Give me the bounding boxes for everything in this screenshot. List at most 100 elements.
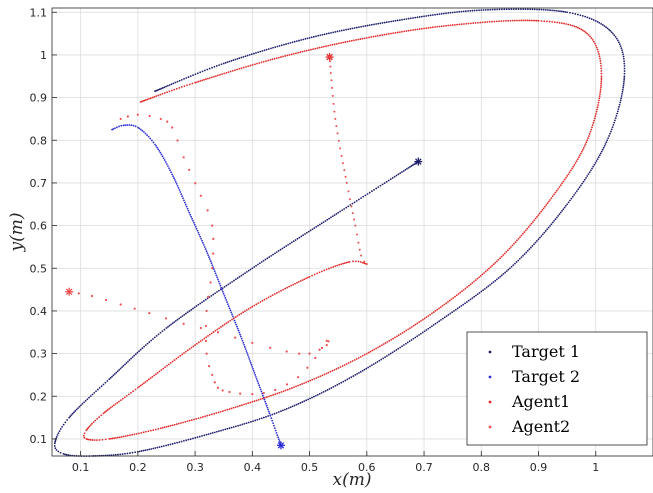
data-point xyxy=(266,405,268,407)
data-point xyxy=(266,49,268,51)
data-point xyxy=(478,276,480,278)
legend-marker xyxy=(489,376,492,379)
data-point xyxy=(151,140,153,142)
data-point xyxy=(105,299,107,301)
data-point xyxy=(317,35,319,37)
data-point xyxy=(169,84,171,86)
data-point xyxy=(489,21,491,23)
data-point xyxy=(470,283,472,285)
data-point xyxy=(274,427,276,429)
data-point xyxy=(79,406,81,408)
data-point xyxy=(194,306,196,308)
data-point xyxy=(568,173,570,175)
data-point xyxy=(311,397,313,399)
data-point xyxy=(122,453,124,455)
data-point xyxy=(259,51,261,53)
data-point xyxy=(254,374,256,376)
data-point xyxy=(545,230,547,232)
data-point xyxy=(162,93,164,95)
data-point xyxy=(551,21,553,23)
x-tick-label: 0.4 xyxy=(244,461,262,474)
data-point xyxy=(177,356,179,358)
data-point xyxy=(543,20,545,22)
data-point xyxy=(608,135,610,137)
data-point xyxy=(179,355,181,357)
data-point xyxy=(140,432,142,434)
data-point xyxy=(422,319,424,321)
data-point xyxy=(373,363,375,365)
data-point xyxy=(272,58,274,60)
data-point xyxy=(96,418,98,420)
data-point xyxy=(170,171,172,173)
data-point xyxy=(187,311,189,313)
data-point xyxy=(226,285,228,287)
data-point xyxy=(348,362,350,364)
data-point xyxy=(160,118,162,120)
data-point xyxy=(353,39,355,41)
data-point xyxy=(209,334,211,336)
data-point xyxy=(321,46,323,48)
data-point xyxy=(246,352,248,354)
data-point xyxy=(494,9,496,11)
data-point xyxy=(203,434,205,436)
data-point xyxy=(152,429,154,431)
data-point xyxy=(503,20,505,22)
data-point xyxy=(212,294,214,296)
data-point xyxy=(128,393,130,395)
data-point xyxy=(584,16,586,18)
data-point xyxy=(456,11,458,13)
data-point xyxy=(145,133,147,135)
data-point xyxy=(461,23,463,25)
data-point xyxy=(223,63,225,65)
data-point xyxy=(177,319,179,321)
data-point xyxy=(340,263,342,265)
data-point xyxy=(258,384,260,386)
data-point xyxy=(591,126,593,128)
data-point xyxy=(553,194,555,196)
data-point xyxy=(327,45,329,47)
data-point xyxy=(184,421,186,423)
data-point xyxy=(291,387,293,389)
data-point xyxy=(209,68,211,70)
data-point xyxy=(189,84,191,86)
data-point xyxy=(156,335,158,337)
data-point xyxy=(164,329,166,331)
data-point xyxy=(285,245,287,247)
data-point xyxy=(623,60,625,62)
data-point xyxy=(347,261,349,263)
data-point xyxy=(229,282,231,284)
data-point xyxy=(266,257,268,259)
data-point xyxy=(506,270,508,272)
x-tick-label: 0.2 xyxy=(129,461,147,474)
data-point xyxy=(100,414,102,416)
data-point xyxy=(448,314,450,316)
data-point xyxy=(399,19,401,21)
data-point xyxy=(359,38,361,40)
data-point xyxy=(579,28,581,30)
data-point xyxy=(148,312,150,314)
data-point xyxy=(239,424,241,426)
data-point xyxy=(416,322,418,324)
data-point xyxy=(54,441,56,443)
data-point xyxy=(85,400,87,402)
data-point xyxy=(317,47,319,49)
data-point xyxy=(612,33,614,35)
data-point xyxy=(349,261,351,263)
data-point xyxy=(167,85,169,87)
data-point xyxy=(225,72,227,74)
data-point xyxy=(195,226,197,228)
data-point xyxy=(357,39,359,41)
data-point xyxy=(417,16,419,18)
data-point xyxy=(394,350,396,352)
data-point xyxy=(607,137,609,139)
data-point xyxy=(535,218,537,220)
data-point xyxy=(322,34,324,36)
data-point xyxy=(90,439,92,441)
data-point xyxy=(191,419,193,421)
data-point xyxy=(534,20,536,22)
data-point xyxy=(360,254,362,256)
data-point xyxy=(223,73,225,75)
data-point xyxy=(215,272,217,274)
data-point xyxy=(486,21,488,23)
data-point xyxy=(526,20,528,22)
